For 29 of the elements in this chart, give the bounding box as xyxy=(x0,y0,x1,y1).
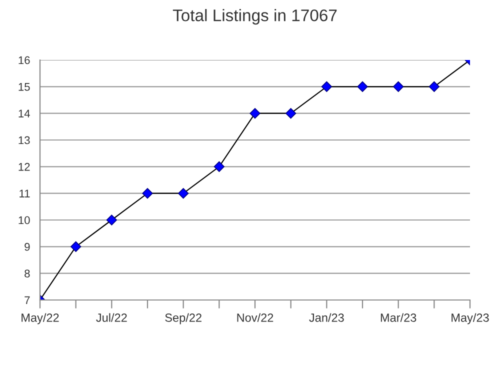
y-tick-label: 15 xyxy=(18,83,30,91)
y-tick-label: 14 xyxy=(18,110,30,118)
point xyxy=(357,81,368,92)
x-tick-label: Jul/22 xyxy=(96,313,127,322)
point xyxy=(393,81,404,92)
y-tick-label: 12 xyxy=(18,162,30,171)
point xyxy=(286,108,296,119)
y-tick-label: 9 xyxy=(24,242,30,251)
chart-title: Total Listings in 17067 xyxy=(172,9,337,25)
x-tick-label: Jan/23 xyxy=(309,313,344,322)
x-tick-label: May/22 xyxy=(22,313,59,324)
x-tick-label: Nov/22 xyxy=(237,313,274,322)
point xyxy=(142,188,153,199)
point xyxy=(178,188,189,199)
point xyxy=(428,81,440,92)
y-tick-label: 13 xyxy=(18,136,30,144)
point xyxy=(250,108,260,119)
x-tick-label: Mar/23 xyxy=(380,313,416,322)
point xyxy=(70,241,82,252)
y-tick-label: 7 xyxy=(24,296,30,304)
y-tick-label: 10 xyxy=(18,216,30,224)
point xyxy=(106,214,117,226)
point xyxy=(321,81,332,92)
y-tick-label: 16 xyxy=(18,56,30,64)
x-tick-label: Sep/22 xyxy=(165,313,202,324)
y-tick-label: 8 xyxy=(24,270,30,278)
point xyxy=(214,161,224,172)
x-tick-label: May/23 xyxy=(452,313,489,324)
y-tick-label: 11 xyxy=(20,190,30,198)
